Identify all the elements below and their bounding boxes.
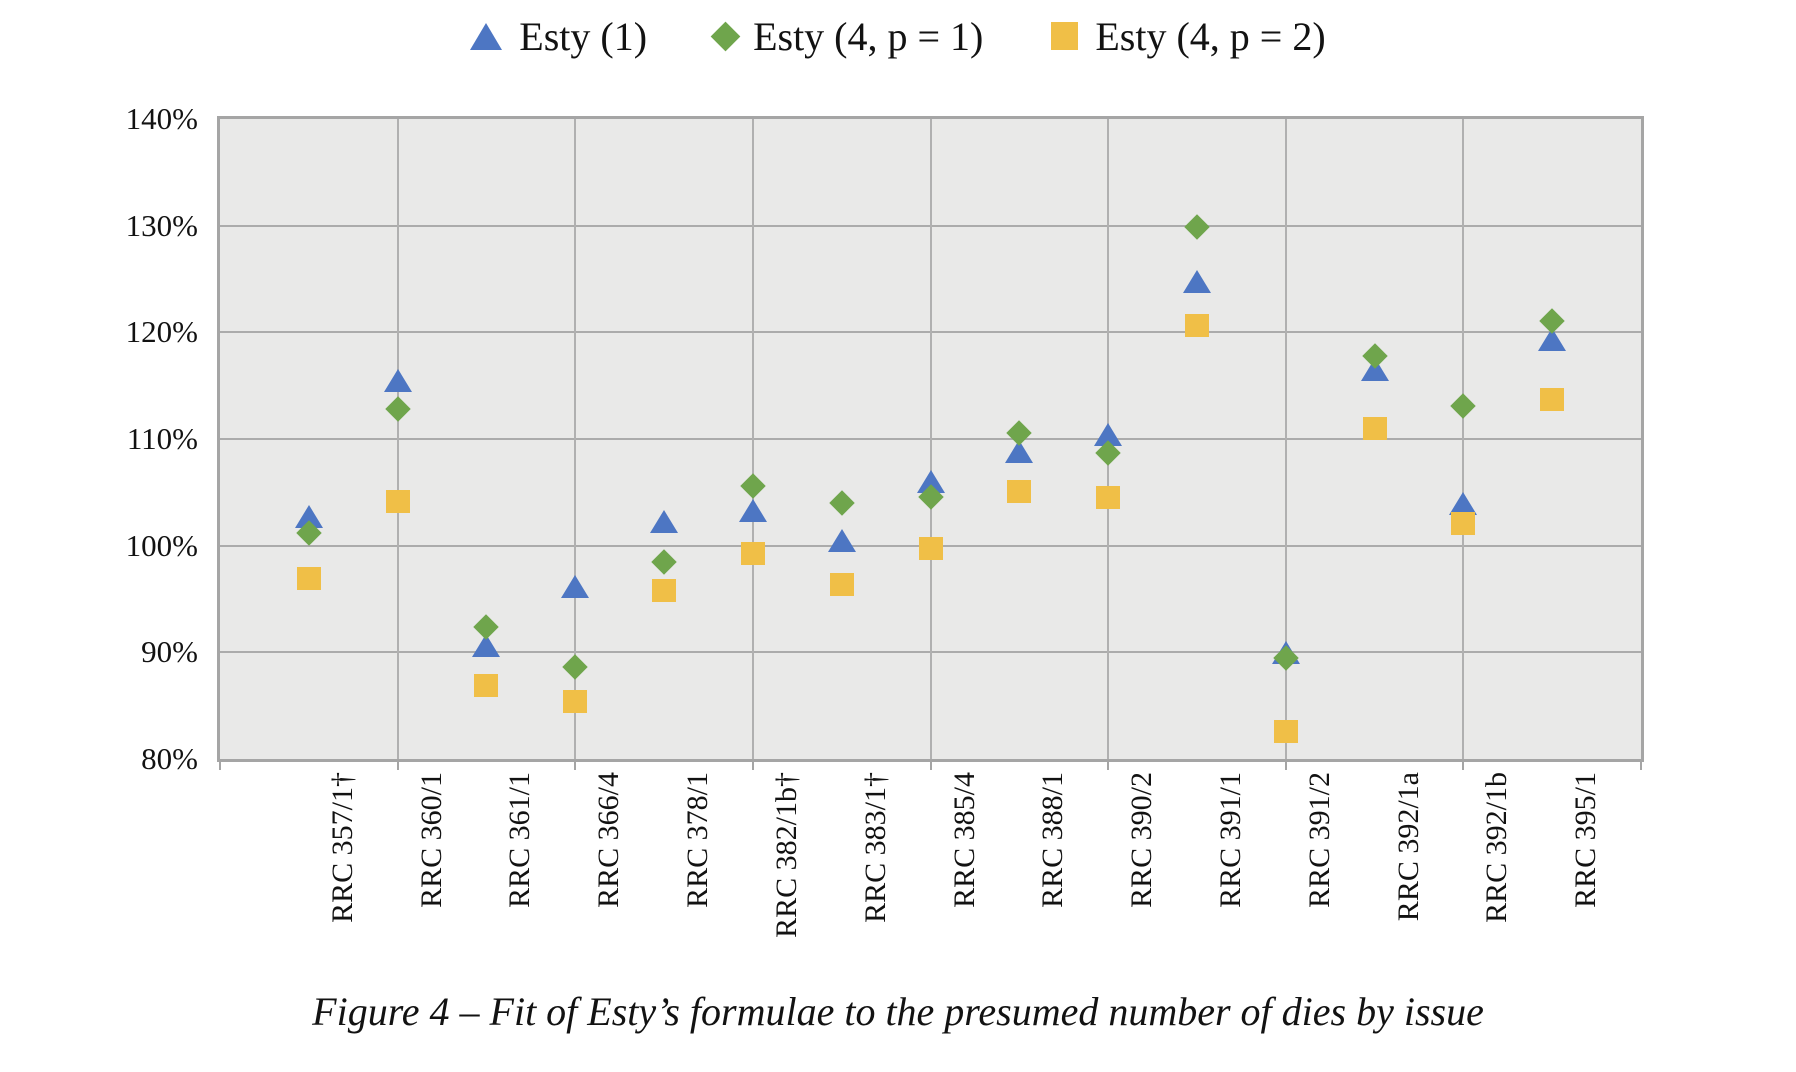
x-axis-label: RRC 360/1 [414, 772, 448, 908]
x-axis-label: RRC 361/1 [503, 772, 537, 908]
legend-item: Esty (4, p = 2) [1051, 13, 1326, 60]
triangle-marker [561, 574, 590, 598]
x-axis-label: RRC 392/1b [1480, 772, 1514, 923]
v-gridline [574, 119, 577, 759]
legend-triangle-icon [470, 22, 503, 50]
x-axis-label: RRC 383/1† [858, 772, 892, 923]
square-marker [652, 578, 677, 602]
legend-square-icon [1051, 22, 1079, 50]
x-axis-tick [1107, 759, 1110, 770]
x-axis-tick [574, 759, 577, 770]
triangle-marker [1538, 328, 1567, 352]
y-axis-tick-label: 140% [125, 101, 198, 136]
square-marker [918, 537, 943, 561]
triangle-marker [650, 509, 679, 533]
square-marker [1007, 479, 1032, 503]
x-axis-tick [1640, 759, 1642, 770]
triangle-marker [916, 470, 945, 494]
x-axis-tick [751, 759, 754, 770]
chart-legend: Esty (1) Esty (4, p = 1) Esty (4, p = 2) [0, 8, 1796, 64]
triangle-marker [827, 528, 856, 552]
figure-caption: Figure 4 – Fit of Esty’s formulae to the… [312, 989, 1484, 1034]
x-axis-label: RRC 378/1 [681, 772, 715, 908]
v-gridline [751, 119, 754, 759]
square-marker [1273, 719, 1298, 743]
x-axis-tick [1462, 759, 1465, 770]
legend-label: Esty (4, p = 2) [1095, 13, 1326, 59]
square-marker [385, 490, 410, 514]
y-axis-tick-label: 120% [125, 314, 198, 350]
diamond-marker [651, 548, 677, 575]
v-gridline [1284, 119, 1287, 759]
square-marker [1540, 388, 1565, 412]
square-marker [1362, 416, 1387, 440]
x-axis-label: RRC 357/1† [325, 772, 359, 923]
square-marker [563, 689, 588, 713]
x-axis-label: RRC 391/1 [1213, 772, 1247, 908]
x-axis-label: RRC 392/1a [1391, 772, 1425, 922]
x-axis-tick [396, 759, 399, 770]
diamond-marker [562, 654, 588, 680]
triangle-marker [1094, 423, 1123, 447]
x-axis-tick [1284, 759, 1287, 770]
diamond-marker [740, 473, 766, 499]
y-axis-tick-label: 90% [141, 634, 198, 670]
v-gridline [396, 119, 399, 759]
x-axis-tick [929, 759, 932, 770]
triangle-marker [1182, 269, 1211, 293]
square-marker [1096, 486, 1121, 510]
diamond-marker [1450, 393, 1477, 419]
diamond-marker [828, 490, 855, 516]
triangle-marker [1449, 491, 1478, 515]
x-axis-label: RRC 388/1 [1036, 772, 1070, 908]
triangle-marker [1360, 358, 1389, 382]
square-marker [296, 567, 321, 591]
square-marker [474, 673, 499, 697]
x-axis-label: RRC 390/2 [1125, 772, 1159, 908]
x-axis-label: RRC 366/4 [592, 772, 626, 908]
v-gridline [929, 119, 932, 759]
square-marker [1184, 314, 1209, 338]
diamond-marker [384, 396, 411, 422]
x-axis-label: RRC 395/1 [1569, 772, 1603, 908]
x-axis-label: RRC 385/4 [947, 772, 981, 908]
legend-item: Esty (1) [470, 13, 647, 60]
legend-item: Esty (4, p = 1) [710, 13, 984, 60]
square-marker [740, 541, 765, 565]
legend-diamond-icon [710, 21, 741, 51]
triangle-marker [472, 634, 501, 658]
v-gridline [1462, 119, 1465, 759]
diamond-marker [1184, 213, 1210, 240]
x-axis-tick [219, 759, 221, 770]
y-axis-tick-label: 80% [141, 741, 198, 776]
plot-area [219, 119, 1642, 770]
triangle-marker [1005, 440, 1034, 464]
y-axis-tick-label: 130% [125, 207, 198, 243]
y-axis-tick-label: 100% [125, 527, 198, 563]
y-axis-tick-label: 110% [126, 421, 198, 456]
square-marker [1451, 511, 1476, 535]
triangle-marker [383, 368, 412, 392]
x-axis-label: RRC 391/2 [1302, 772, 1336, 908]
square-marker [829, 572, 854, 596]
legend-label: Esty (4, p = 1) [753, 13, 984, 59]
triangle-marker [738, 498, 767, 522]
x-axis-label: RRC 382/1b† [769, 772, 803, 938]
legend-label: Esty (1) [519, 13, 648, 59]
triangle-marker [294, 505, 323, 529]
